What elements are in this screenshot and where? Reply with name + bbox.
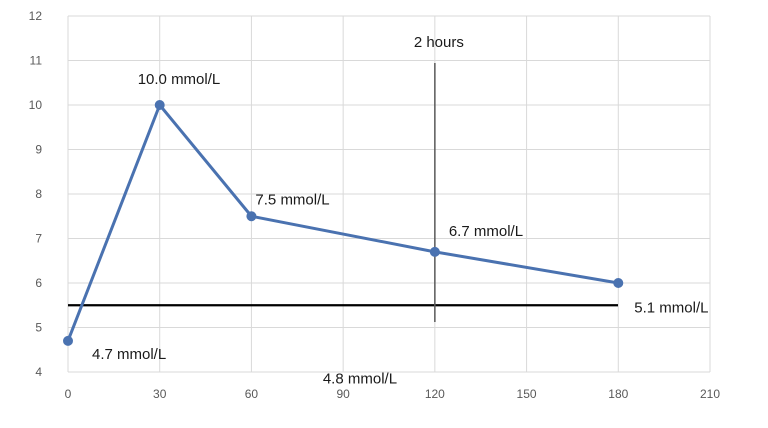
x-tick-label: 0 xyxy=(65,387,72,401)
data-label: 4.7 mmol/L xyxy=(92,346,166,363)
data-label: 5.1 mmol/L xyxy=(634,299,708,316)
y-tick-label: 8 xyxy=(35,187,42,201)
data-point xyxy=(613,278,624,288)
data-label: 7.5 mmol/L xyxy=(255,191,329,208)
grid-layer xyxy=(67,15,711,373)
data-point xyxy=(246,211,257,222)
x-tick-label: 210 xyxy=(700,387,720,401)
two-hour-label: 2 hours xyxy=(414,34,464,51)
data-label: 10.0 mmol/L xyxy=(138,71,221,88)
data-label: 4.8 mmol/L xyxy=(323,370,397,387)
series-layer xyxy=(63,100,624,346)
y-tick-label: 9 xyxy=(35,143,42,157)
x-tick-label: 90 xyxy=(336,387,350,401)
y-tick-label: 12 xyxy=(29,9,43,23)
reference-layer: 2 hours xyxy=(68,34,618,322)
x-tick-label: 180 xyxy=(608,387,628,401)
x-tick-label: 30 xyxy=(153,387,167,401)
y-tick-label: 6 xyxy=(35,276,42,290)
x-tick-label: 60 xyxy=(245,387,259,401)
annotation-layer: 10.0 mmol/L 7.5 mmol/L 6.7 mmol/L 4.7 mmol/… xyxy=(92,71,708,387)
data-point xyxy=(154,100,165,110)
data-point xyxy=(63,335,73,346)
data-point xyxy=(429,246,440,257)
x-tick-label: 150 xyxy=(517,387,537,401)
y-tick-label: 10 xyxy=(29,98,43,112)
data-label: 6.7 mmol/L xyxy=(449,223,523,240)
y-tick-label: 7 xyxy=(35,232,42,246)
y-tick-label: 11 xyxy=(30,54,43,68)
y-tick-label: 4 xyxy=(35,365,42,379)
y-tick-label: 5 xyxy=(35,321,42,335)
x-tick-label: 120 xyxy=(425,387,445,401)
